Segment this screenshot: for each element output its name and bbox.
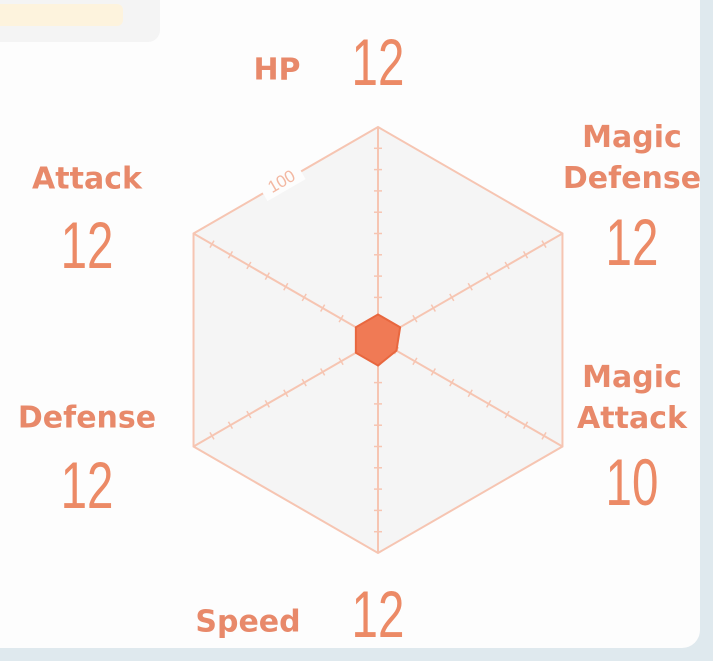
stat-value: 12 xyxy=(605,205,659,279)
spoke-tick xyxy=(449,378,455,387)
stat-name: Magic Defense xyxy=(562,120,702,196)
spoke-tick xyxy=(504,261,510,270)
spoke-tick xyxy=(209,240,215,248)
top-card xyxy=(0,0,160,42)
stat-value: 10 xyxy=(605,445,659,519)
stat-name: Attack xyxy=(32,161,142,197)
stat-name: HP xyxy=(253,52,301,88)
stat-value: 12 xyxy=(60,208,114,282)
spoke-tick xyxy=(264,272,270,280)
spoke-tick xyxy=(522,250,529,259)
spoke-tick xyxy=(338,357,344,366)
stat-name: Magic Attack xyxy=(577,360,687,436)
spoke-tick xyxy=(412,314,418,323)
spoke-tick xyxy=(246,261,252,270)
spoke-tick xyxy=(227,250,234,259)
spoke-tick xyxy=(320,304,326,312)
spoke-tick xyxy=(430,304,436,312)
spoke-tick xyxy=(541,432,547,440)
spoke-tick xyxy=(541,240,547,248)
spoke-tick xyxy=(301,293,307,302)
spoke-tick xyxy=(264,400,270,408)
spoke-tick xyxy=(486,400,492,408)
spoke-tick xyxy=(338,314,344,323)
spoke-tick xyxy=(522,421,529,430)
spoke-tick xyxy=(320,368,326,376)
spoke-tick xyxy=(301,378,307,387)
spoke-tick xyxy=(486,272,492,280)
stat-value: 12 xyxy=(60,448,114,522)
spoke-tick xyxy=(209,432,215,440)
spoke-tick xyxy=(412,357,418,366)
stat-area xyxy=(354,313,402,367)
spoke-tick xyxy=(283,282,289,291)
stat-name: Defense xyxy=(17,400,157,436)
spoke-tick xyxy=(467,389,473,398)
spoke-tick xyxy=(246,410,252,419)
spoke-tick xyxy=(283,389,289,398)
spoke-tick xyxy=(430,368,436,376)
stat-value: 12 xyxy=(351,25,405,99)
spoke-tick xyxy=(467,282,473,291)
spoke-tick xyxy=(227,421,234,430)
spoke-tick xyxy=(504,410,510,419)
spoke-tick xyxy=(449,293,455,302)
stat-value: 12 xyxy=(351,577,405,651)
tick-label-gap xyxy=(258,163,306,202)
stat-name: Speed xyxy=(195,604,301,640)
progress-bar xyxy=(0,4,123,26)
